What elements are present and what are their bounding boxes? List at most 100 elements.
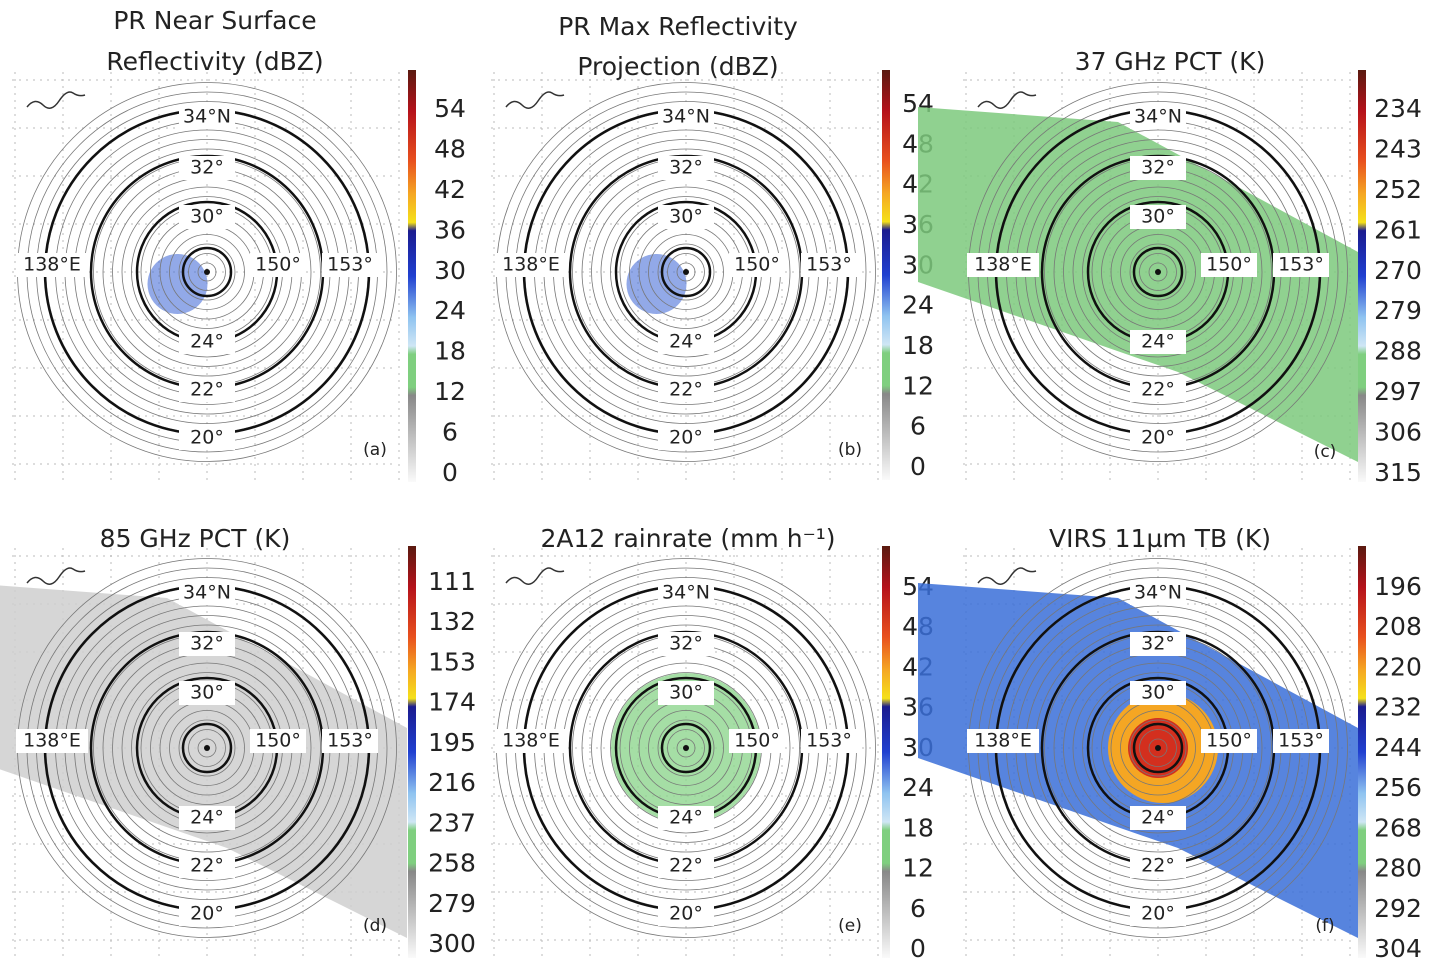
coastline (506, 568, 564, 584)
colorbar-tick-label: 0 (910, 452, 926, 481)
lon-label: 153° (806, 730, 852, 752)
lat-label: 22° (669, 379, 703, 401)
lat-label: 34°N (1134, 582, 1182, 604)
colorbar-tick-label: 306 (1374, 418, 1422, 447)
lat-label: 30° (669, 206, 703, 228)
lat-label: 24° (669, 331, 703, 353)
colorbar (882, 546, 890, 958)
colorbar-tick-label: 280 (1374, 854, 1422, 883)
colorbar (882, 70, 890, 480)
lat-label: 24° (669, 807, 703, 829)
colorbar-tick-label: 268 (1374, 813, 1422, 842)
panel: 34°N32°30°24°22°20°138°E150°153°85 GHz P… (0, 524, 476, 958)
colorbar-tick-label: 111 (428, 567, 476, 596)
colorbar-tick-label: 220 (1374, 652, 1422, 681)
lat-label: 20° (1141, 903, 1175, 925)
colorbar-tick-label: 196 (1374, 572, 1422, 601)
colorbar-tick-label: 18 (902, 331, 934, 360)
colorbar (1358, 70, 1366, 482)
panel-title: 85 GHz PCT (K) (100, 524, 291, 553)
lat-label: 34°N (183, 106, 231, 128)
lon-label: 138°E (502, 730, 560, 752)
panel-label: (c) (1314, 442, 1337, 462)
lat-label: 24° (190, 807, 224, 829)
colorbar-tick-label: 174 (428, 688, 476, 717)
lat-label: 30° (190, 682, 224, 704)
colorbar-tick-label: 208 (1374, 612, 1422, 641)
lat-label: 20° (190, 427, 224, 449)
lat-label: 22° (190, 855, 224, 877)
lat-label: 22° (1141, 379, 1175, 401)
lon-label: 138°E (974, 730, 1032, 752)
panel-title: Reflectivity (dBZ) (106, 47, 323, 76)
lat-label: 34°N (1134, 106, 1182, 128)
lat-label: 24° (1141, 331, 1175, 353)
panel-title: 37 GHz PCT (K) (1075, 47, 1266, 76)
colorbar-tick-label: 0 (442, 458, 458, 487)
colorbar-tick-label: 18 (434, 337, 466, 366)
lat-label: 20° (1141, 427, 1175, 449)
colorbar-tick-label: 24 (434, 296, 466, 325)
lat-label: 30° (190, 206, 224, 228)
colorbar (408, 70, 416, 482)
lat-label: 34°N (662, 582, 710, 604)
lat-label: 20° (190, 903, 224, 925)
eye (1155, 269, 1161, 275)
eye (204, 269, 210, 275)
colorbar-tick-label: 232 (1374, 693, 1422, 722)
panel-title: PR Max Reflectivity (558, 12, 798, 41)
colorbar-tick-label: 0 (910, 934, 926, 962)
colorbar-tick-label: 24 (902, 773, 934, 802)
lon-label: 150° (734, 254, 780, 276)
lon-label: 150° (1206, 254, 1252, 276)
lat-label: 32° (190, 157, 224, 179)
colorbar-tick-label: 252 (1374, 175, 1422, 204)
coastline (978, 92, 1036, 108)
coastline (978, 568, 1036, 584)
colorbar-tick-label: 18 (902, 813, 934, 842)
panel-label: (b) (838, 440, 862, 460)
lat-label: 20° (669, 903, 703, 925)
lon-label: 153° (1278, 254, 1324, 276)
colorbar-tick-label: 48 (434, 134, 466, 163)
colorbar-tick-label: 195 (428, 728, 476, 757)
lat-label: 30° (669, 682, 703, 704)
lon-label: 138°E (974, 254, 1032, 276)
lat-label: 22° (669, 855, 703, 877)
lat-label: 34°N (183, 582, 231, 604)
lon-label: 138°E (23, 254, 81, 276)
colorbar-tick-label: 279 (428, 889, 476, 918)
lon-label: 150° (255, 730, 301, 752)
colorbar-tick-label: 12 (902, 854, 934, 883)
colorbar-tick-label: 243 (1374, 134, 1422, 163)
colorbar-tick-label: 24 (902, 291, 934, 320)
lon-label: 153° (1278, 730, 1324, 752)
panel-title: Projection (dBZ) (577, 52, 778, 81)
lon-label: 153° (327, 730, 373, 752)
lon-label: 138°E (23, 730, 81, 752)
lat-label: 32° (669, 633, 703, 655)
lat-label: 22° (190, 379, 224, 401)
panel-label: (d) (363, 916, 387, 936)
eye (1155, 745, 1161, 751)
panel-title: 2A12 rainrate (mm h⁻¹) (540, 524, 835, 553)
lat-label: 34°N (662, 106, 710, 128)
eye (683, 269, 689, 275)
colorbar-tick-label: 300 (428, 929, 476, 958)
lon-label: 153° (327, 254, 373, 276)
colorbar-tick-label: 237 (428, 808, 476, 837)
colorbar-tick-label: 216 (428, 768, 476, 797)
coastline (506, 92, 564, 108)
colorbar-tick-label: 288 (1374, 337, 1422, 366)
colorbar-tick-label: 256 (1374, 773, 1422, 802)
colorbar-tick-label: 258 (428, 849, 476, 878)
colorbar-tick-label: 292 (1374, 894, 1422, 923)
colorbar-tick-label: 6 (910, 412, 926, 441)
figure: 34°N32°30°24°22°20°138°E150°153°PR Near … (0, 0, 1438, 962)
coastline (27, 92, 85, 108)
lat-label: 24° (1141, 807, 1175, 829)
colorbar-tick-label: 234 (1374, 94, 1422, 123)
coastline (27, 568, 85, 584)
